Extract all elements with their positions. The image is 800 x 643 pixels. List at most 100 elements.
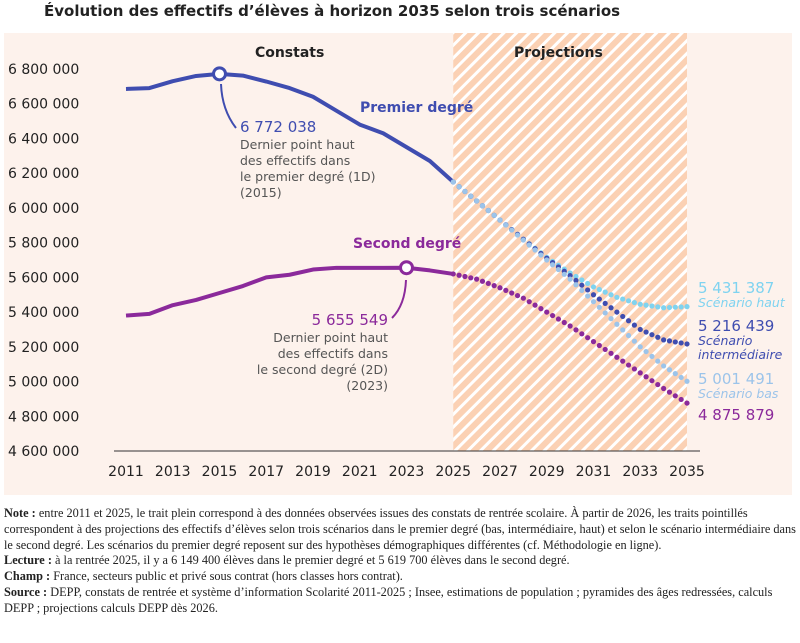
data-point-bas: [555, 266, 562, 273]
data-point-bas: [497, 217, 503, 223]
data-point-second: [590, 339, 597, 345]
data-point-bas: [573, 282, 579, 288]
x-tick-label: 2015: [202, 464, 238, 480]
x-tick-label: 2033: [622, 464, 658, 480]
data-point-second: [503, 287, 509, 293]
data-point-inter: [684, 341, 690, 347]
data-point-bas: [514, 232, 521, 238]
data-point-second: [456, 272, 462, 278]
data-point-bas: [672, 371, 678, 377]
end-label-inter: intermédiaire: [698, 347, 783, 362]
data-point-second: [485, 280, 491, 287]
data-point-inter: [573, 277, 579, 284]
data-point-haut: [672, 304, 678, 310]
data-point-haut: [643, 302, 649, 308]
y-tick-label: 5 800 000: [8, 236, 79, 252]
annotation-arrow-second: [391, 279, 407, 319]
data-point-bas: [567, 276, 573, 282]
data-point-inter: [585, 287, 591, 293]
data-point-second: [672, 393, 678, 399]
end-value-inter: 5 216 439: [698, 317, 774, 335]
data-point-haut: [573, 273, 579, 280]
x-tick-label: 2023: [389, 464, 425, 480]
data-point-second: [497, 285, 503, 291]
annotation-text-second: le second degré (2D): [257, 362, 388, 377]
champ: Champ : France, secteurs public et privé…: [4, 569, 403, 584]
series-label-second: Second degré: [353, 236, 461, 252]
x-tick-label: 2025: [435, 464, 471, 480]
data-point-inter: [596, 296, 602, 302]
x-tick-label: 2017: [248, 464, 284, 480]
data-point-bas: [614, 321, 620, 327]
data-point-bas: [631, 338, 638, 344]
data-point-second: [573, 327, 579, 333]
data-point-bas: [655, 358, 661, 364]
data-point-inter: [579, 282, 585, 288]
data-point-second: [450, 271, 456, 277]
data-point-second: [625, 362, 632, 368]
data-point-inter: [678, 340, 684, 346]
lecture: Lecture : à la rentrée 2025, il y a 6 14…: [4, 553, 570, 568]
data-point-inter: [672, 339, 678, 345]
annotation-arrow-premier: [220, 83, 237, 129]
data-point-inter: [608, 305, 614, 311]
data-point-bas: [503, 222, 509, 228]
data-point-second: [684, 400, 690, 406]
data-point-haut: [625, 298, 632, 304]
data-point-second: [544, 309, 550, 315]
data-point-bas: [561, 271, 567, 277]
data-point-inter: [614, 309, 620, 315]
data-point-bas: [608, 316, 614, 322]
annotation-text-second: des effectifs dans: [278, 346, 388, 361]
data-point-second: [514, 292, 521, 299]
data-point-haut: [579, 277, 585, 283]
data-point-haut: [666, 304, 673, 311]
data-point-inter: [590, 292, 597, 298]
data-point-second: [474, 276, 480, 282]
data-point-inter: [661, 337, 667, 343]
data-point-bas: [637, 344, 643, 350]
data-point-second: [585, 335, 591, 341]
data-point-bas: [649, 353, 655, 359]
data-point-inter: [655, 334, 661, 340]
y-tick-label: 4 800 000: [8, 409, 79, 425]
peak-marker-second: [399, 260, 414, 276]
data-point-second: [520, 295, 526, 301]
y-tick-label: 5 200 000: [8, 340, 79, 356]
x-tick-label: 2011: [108, 464, 144, 480]
end-value-second: 4 875 879: [698, 406, 774, 424]
y-tick-label: 5 600 000: [8, 270, 79, 286]
data-point-bas: [520, 237, 526, 243]
data-point-bas: [678, 374, 684, 381]
end-value-haut: 5 431 387: [698, 279, 774, 297]
end-value-bas: 5 001 491: [698, 370, 774, 388]
data-point-bas: [585, 293, 591, 299]
data-point-second: [620, 358, 626, 364]
data-point-second: [491, 283, 497, 289]
data-point-bas: [544, 257, 550, 263]
data-point-bas: [468, 193, 474, 199]
data-point-second: [526, 299, 532, 305]
annotation-text-premier: le premier degré (1D): [240, 169, 376, 184]
annotation-text-premier: Dernier point haut: [240, 137, 355, 152]
data-point-second: [643, 374, 649, 380]
data-point-second: [631, 366, 638, 372]
data-point-bas: [474, 198, 480, 204]
y-tick-label: 6 800 000: [8, 62, 79, 78]
data-point-haut: [602, 289, 608, 295]
data-point-haut: [678, 304, 684, 310]
data-point-second: [608, 350, 614, 356]
data-point-second: [555, 316, 562, 322]
end-label-bas: Scénario bas: [698, 386, 779, 401]
data-point-inter: [666, 338, 673, 344]
data-point-haut: [590, 284, 597, 290]
data-point-bas: [620, 327, 626, 333]
data-point-second: [596, 342, 602, 349]
data-point-haut: [649, 303, 655, 309]
data-point-bas: [596, 304, 602, 310]
end-label-haut: Scénario haut: [698, 295, 786, 310]
x-tick-label: 2035: [669, 464, 705, 480]
chart: Constats Projections 4 600 000 4 800 000 5 0…: [8, 33, 786, 480]
y-tick-label: 5 000 000: [8, 375, 79, 391]
data-point-second: [666, 389, 673, 395]
